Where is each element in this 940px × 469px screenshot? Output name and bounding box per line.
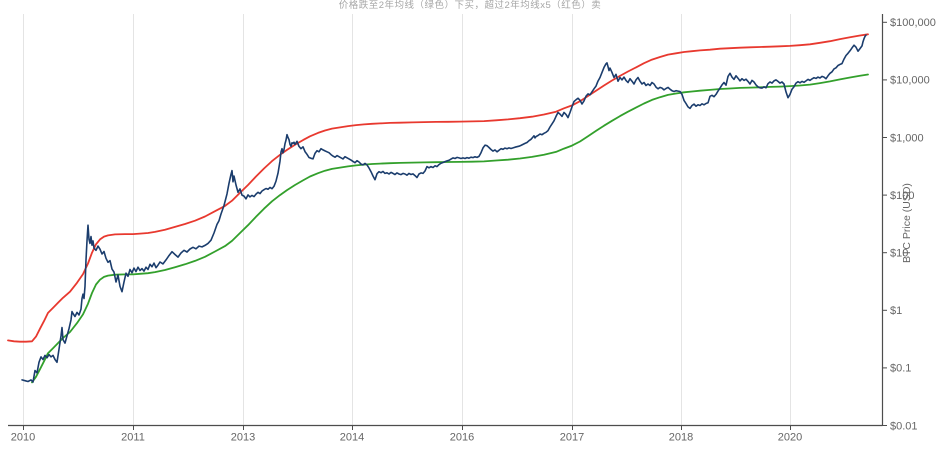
y-tick-label: $1,000 (890, 132, 924, 144)
x-tick-label: 2018 (669, 432, 693, 444)
x-tick-label: 2010 (11, 432, 35, 444)
y-tick-label: $100 (890, 190, 914, 202)
x-tick-label: 2013 (231, 432, 255, 444)
x-tick-label: 2017 (560, 432, 584, 444)
y-tick-label: $1 (890, 305, 902, 317)
y-tick-label: $100,000 (890, 17, 936, 29)
y-tick-label: $10,000 (890, 75, 930, 87)
x-tick-label: 2016 (450, 432, 474, 444)
chart-title: 价格跌至2年均线（绿色）下买，超过2年均线x5（红色）卖 (338, 0, 602, 11)
y-tick-label: $0.01 (890, 420, 918, 432)
x-tick-label: 2011 (121, 432, 145, 444)
btc-price-line (21, 34, 867, 383)
x-tick-label: 2014 (340, 432, 364, 444)
y-tick-label: $10 (890, 248, 908, 260)
x-tick-label: 2020 (778, 432, 802, 444)
ma-2y-line (31, 73, 869, 384)
ma-2y-x5-line (7, 33, 869, 343)
y-tick-label: $0.1 (890, 363, 911, 375)
y-axis-title: BTC Price (USD) (901, 183, 913, 263)
